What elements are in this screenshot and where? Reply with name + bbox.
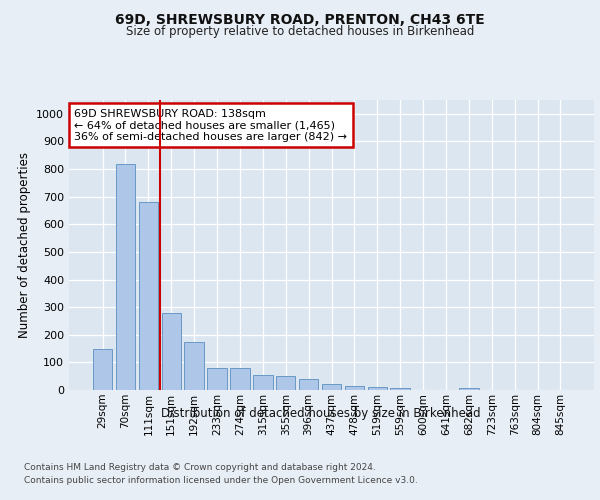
- Bar: [253, 375, 272, 390]
- Bar: [93, 348, 112, 390]
- Bar: [299, 379, 319, 390]
- Bar: [184, 342, 204, 390]
- Bar: [161, 312, 181, 390]
- Bar: [276, 376, 295, 390]
- Bar: [459, 388, 479, 390]
- Y-axis label: Number of detached properties: Number of detached properties: [17, 152, 31, 338]
- Bar: [344, 386, 364, 390]
- Bar: [230, 368, 250, 390]
- Bar: [208, 368, 227, 390]
- Bar: [391, 388, 410, 390]
- Text: Size of property relative to detached houses in Birkenhead: Size of property relative to detached ho…: [126, 25, 474, 38]
- Bar: [368, 387, 387, 390]
- Text: Distribution of detached houses by size in Birkenhead: Distribution of detached houses by size …: [161, 408, 481, 420]
- Bar: [139, 202, 158, 390]
- Bar: [322, 384, 341, 390]
- Text: 69D SHREWSBURY ROAD: 138sqm
← 64% of detached houses are smaller (1,465)
36% of : 69D SHREWSBURY ROAD: 138sqm ← 64% of det…: [74, 108, 347, 142]
- Text: 69D, SHREWSBURY ROAD, PRENTON, CH43 6TE: 69D, SHREWSBURY ROAD, PRENTON, CH43 6TE: [115, 12, 485, 26]
- Text: Contains public sector information licensed under the Open Government Licence v3: Contains public sector information licen…: [24, 476, 418, 485]
- Bar: [116, 164, 135, 390]
- Text: Contains HM Land Registry data © Crown copyright and database right 2024.: Contains HM Land Registry data © Crown c…: [24, 462, 376, 471]
